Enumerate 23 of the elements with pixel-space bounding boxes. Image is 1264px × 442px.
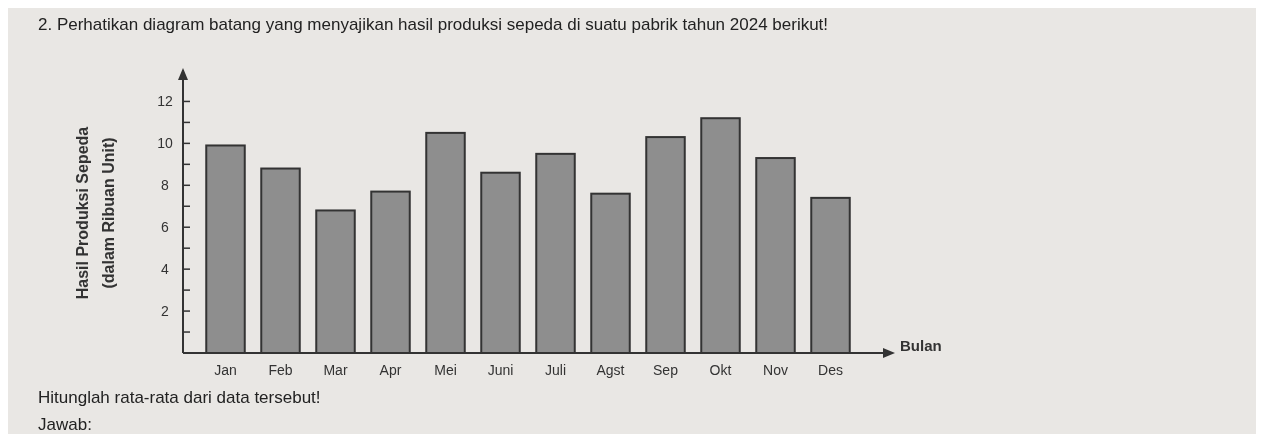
chart-title: 2. Perhatikan diagram batang yang menyajikan hasil produksi sepeda di suatu pabrik tahun 2024 berikut! xyxy=(38,15,829,34)
y-tick-label: 10 xyxy=(157,135,173,152)
x-tick-label: Feb xyxy=(268,362,293,378)
x-tick-label: Juli xyxy=(544,362,567,378)
y-tick-label: 6 xyxy=(161,219,170,236)
y-tick-label: 12 xyxy=(157,93,173,110)
x-tick-label: Okt xyxy=(709,362,732,378)
text: Jawab: xyxy=(38,415,92,434)
x-tick-label: Mar xyxy=(323,362,348,378)
y-tick-label: 8 xyxy=(161,177,170,194)
x-tick-label: Agst xyxy=(596,362,625,378)
text: Hitunglah rata-rata dari data tersebut! xyxy=(38,388,321,407)
x-tick-label: Des xyxy=(818,362,843,378)
x-tick-label: Nov xyxy=(763,362,788,378)
x-tick-label: Sep xyxy=(653,362,679,378)
y-tick-label: 2 xyxy=(161,302,170,319)
x-tick-label: Juni xyxy=(487,362,514,378)
x-axis-title: Bulan xyxy=(900,337,942,354)
x-tick-label: Mei xyxy=(434,362,457,378)
y-axis-title: Hasil Produksi Sepeda (dalam Ribuan Unit) xyxy=(74,126,117,300)
x-tick-label: Jan xyxy=(214,362,237,378)
y-tick-label: 4 xyxy=(161,261,170,278)
x-tick-label: Apr xyxy=(379,362,402,378)
